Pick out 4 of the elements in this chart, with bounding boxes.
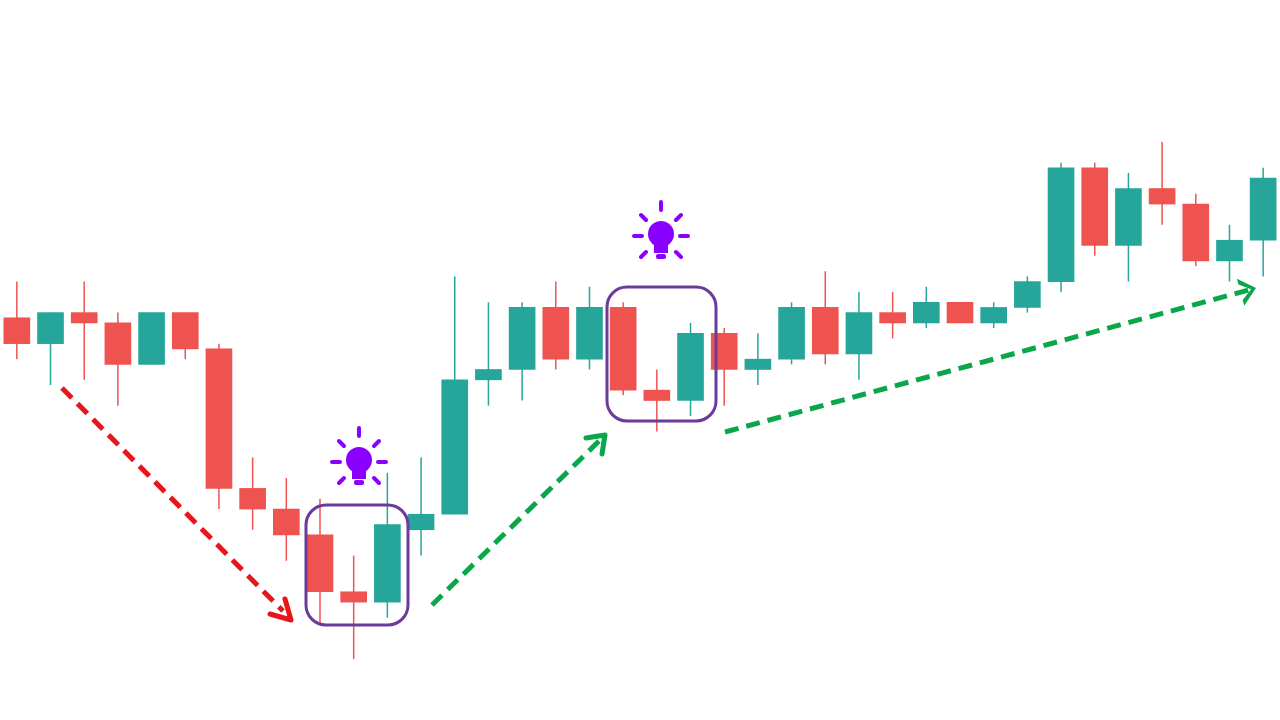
candlestick <box>643 368 671 433</box>
candlestick <box>340 554 368 660</box>
candlestick <box>70 280 98 381</box>
candlestick <box>475 301 502 407</box>
